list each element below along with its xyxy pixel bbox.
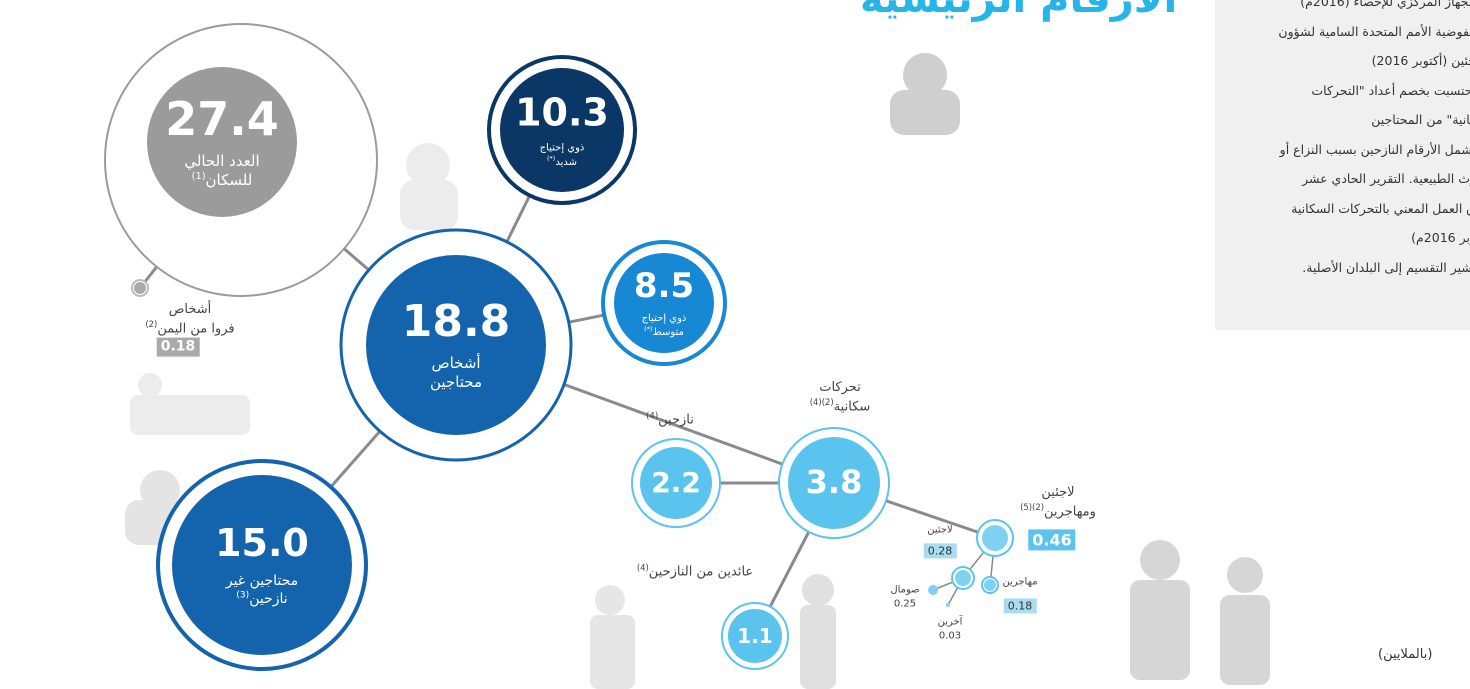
node-value: 0.46 bbox=[1028, 529, 1076, 551]
node-label: متوسط(*) bbox=[644, 324, 684, 339]
notes-panel: الجهاز المركزي للإحصاء (2016م) مفوضية الأ… bbox=[1215, 0, 1470, 330]
node-value: 1.1 bbox=[737, 624, 773, 648]
node-label-group: آخرين bbox=[938, 616, 963, 629]
node-circle bbox=[134, 282, 146, 294]
node-label-group: لاجئين bbox=[927, 524, 953, 537]
node-label: شديد(*) bbox=[546, 154, 577, 168]
footnote-mark: (3) bbox=[236, 590, 250, 601]
node-value: 0.18 bbox=[1003, 598, 1037, 614]
node-label-group: ذوي إحتياج متوسط(*) bbox=[634, 312, 694, 339]
node-label-group: ذوي إحتياج شديد(*) bbox=[515, 141, 609, 168]
node-value: 3.8 bbox=[805, 463, 863, 502]
node-circle bbox=[366, 255, 546, 435]
note-line: مفوضية الأمم المتحدة السامية لشؤون bbox=[1278, 23, 1470, 39]
node-label-group: نازحين(4) bbox=[646, 410, 694, 429]
node-label-group: لاجئين ومهاجرين(2)(5) bbox=[1020, 485, 1096, 521]
note-line: وبر 2016م) bbox=[1411, 230, 1470, 245]
node-value: 18.8 bbox=[401, 296, 511, 348]
node-circle bbox=[147, 67, 297, 217]
node-label: سكانية(2)(4) bbox=[809, 396, 871, 415]
footnote-mark: (2) bbox=[145, 318, 158, 329]
node-value: 0.25 bbox=[893, 598, 917, 610]
node-value: 8.5 bbox=[633, 265, 695, 306]
decor-icons bbox=[125, 53, 1270, 689]
node-label-group: صومال bbox=[890, 584, 919, 597]
node-label-group: أشخاص فروا من اليمن(2) bbox=[145, 302, 234, 338]
node-label: أشخاص bbox=[168, 301, 212, 317]
node-label: عائدين من النازحين(4) bbox=[636, 562, 754, 580]
footnote-mark: (1) bbox=[191, 171, 206, 183]
note-line: ق العمل المعني بالتحركات السكانية bbox=[1291, 200, 1470, 216]
footnote-mark: (4) bbox=[646, 410, 659, 421]
node-label-group: تحركات سكانية(2)(4) bbox=[810, 380, 870, 416]
node-content: 8.5 ذوي إحتياج متوسط(*) bbox=[633, 265, 695, 339]
node-value: 27.4 bbox=[165, 92, 279, 147]
node-label: نازحين(4) bbox=[646, 410, 694, 428]
node-label: محتاجين غير bbox=[225, 572, 299, 589]
node-label: محتاجين bbox=[429, 373, 483, 392]
footnote-mark: (2)(4) bbox=[809, 396, 834, 407]
node-circle bbox=[946, 603, 950, 607]
node-value: 15.0 bbox=[215, 520, 309, 565]
node-label: للسكان(1) bbox=[191, 171, 253, 190]
node-label: أشخاص bbox=[431, 353, 481, 372]
node-label: العدد الحالي bbox=[184, 151, 260, 170]
node-circle bbox=[982, 525, 1008, 551]
node-circle bbox=[500, 68, 624, 192]
node-label: ومهاجرين(2)(5) bbox=[1020, 501, 1096, 520]
node-circle bbox=[984, 579, 996, 591]
node-circle bbox=[640, 447, 712, 519]
node-label: لاجئين bbox=[1041, 484, 1075, 500]
node-value: 2.2 bbox=[651, 465, 701, 499]
node-label: ذوي إحتياج bbox=[539, 142, 585, 154]
footnote-mark: (4) bbox=[636, 562, 649, 573]
node-label-group: مهاجرين bbox=[1002, 576, 1037, 589]
node-label: ذوي إحتياج bbox=[641, 312, 687, 324]
node-circle bbox=[928, 585, 938, 595]
title: الأرقام الرئيسية bbox=[860, 0, 1177, 22]
node-label: آخرين bbox=[937, 616, 963, 628]
node-circle bbox=[955, 570, 971, 586]
node-circle bbox=[728, 609, 782, 663]
node-label: تحركات bbox=[819, 379, 861, 395]
node-label: صومال bbox=[890, 584, 920, 596]
node-content: 15.0 محتاجين غير نازحين(3) bbox=[215, 520, 309, 608]
unit-note: (بالملايين) bbox=[1378, 647, 1433, 662]
note-line: رث الطبيعية. التقرير الحادي عشر bbox=[1302, 171, 1470, 186]
node-content: 18.8 أشخاص محتاجين bbox=[402, 297, 511, 393]
node-value: 0.18 bbox=[156, 337, 200, 357]
node-circle bbox=[614, 253, 714, 353]
node-label-group: أشخاص محتاجين bbox=[402, 354, 511, 393]
node-label-group: العدد الحالي للسكان(1) bbox=[165, 152, 279, 191]
node-circle bbox=[172, 475, 352, 655]
node-label-group: محتاجين غير نازحين(3) bbox=[215, 572, 309, 608]
node-value: 0.28 bbox=[923, 543, 957, 559]
node-value: 10.3 bbox=[515, 90, 609, 135]
footnote-mark: (*) bbox=[546, 154, 556, 163]
note-line: الجهاز المركزي للإحصاء (2016م) bbox=[1300, 0, 1470, 9]
node-value: 0.03 bbox=[938, 630, 962, 642]
footnote-mark: (2)(5) bbox=[1020, 501, 1045, 512]
note-line: احتسبت بخصم أعداد "التحركات bbox=[1311, 82, 1470, 98]
node-label: فروا من اليمن(2) bbox=[145, 318, 235, 337]
node-content: 10.3 ذوي إحتياج شديد(*) bbox=[515, 91, 609, 168]
footnote-mark: (*) bbox=[644, 324, 653, 333]
node-label: مهاجرين bbox=[1002, 576, 1038, 588]
node-label-group: عائدين من النازحين(4) bbox=[637, 562, 753, 581]
note-line: جئين (أكتوبر 2016) bbox=[1371, 53, 1470, 68]
node-content: 27.4 العدد الحالي للسكان(1) bbox=[165, 93, 279, 191]
node-label: لاجئين bbox=[927, 524, 953, 536]
note-line: كانية" من المحتاجين bbox=[1371, 112, 1470, 127]
note-line: يشير التقسيم إلى البلدان الأصلية. bbox=[1302, 259, 1470, 275]
node-label: نازحين(3) bbox=[236, 590, 288, 607]
note-line: تشمل الأرقام النازحين بسبب النزاع أو bbox=[1279, 141, 1470, 157]
node-circle bbox=[788, 437, 880, 529]
